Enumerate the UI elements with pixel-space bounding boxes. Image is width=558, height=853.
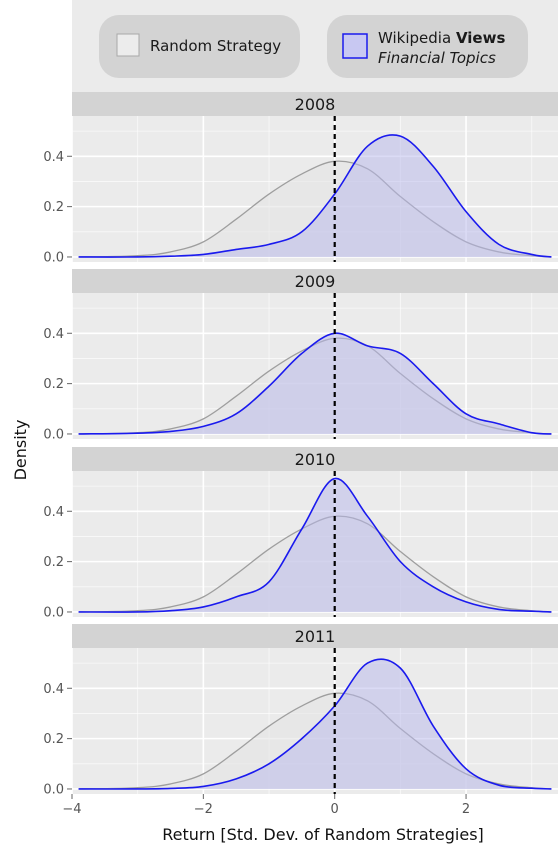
legend-label-wiki-line1: Wikipedia Views [378,29,505,47]
legend-label-random: Random Strategy [150,37,281,55]
legend-label-wiki-regular: Wikipedia [378,29,456,47]
x-tick-label: −4 [62,802,81,817]
facet-panels: 20080.00.20.420090.00.20.420100.00.20.42… [43,92,558,797]
legend-label-wiki-bold: Views [456,29,506,47]
y-tick-label: 0.2 [43,200,64,215]
y-tick-label: 0.4 [43,150,64,165]
panel-strip [72,447,558,471]
y-tick-label: 0.4 [43,682,64,697]
y-tick-label: 0.2 [43,555,64,570]
x-tick-label: 0 [331,802,339,817]
x-tick-label: 2 [462,802,470,817]
density-area-wiki [78,134,552,258]
legend-swatch-random [116,33,140,57]
density-area-wiki [78,333,552,434]
panel-strip [72,269,558,293]
density-line-wiki [78,134,552,258]
legend: Random Strategy Wikipedia Views Financia… [72,0,558,92]
density-area-wiki [78,478,552,613]
panel-strip [72,92,558,116]
panel-strip [72,624,558,648]
panel-2008: 2008 0.0 0.2 0.4 [43,92,558,265]
y-tick-label: 0.2 [43,732,64,747]
y-tick-label: 0.4 [43,505,64,520]
panel-title: 2011 [295,627,336,646]
y-axis-title: Density [11,420,30,481]
y-tick-label: 0.0 [43,250,64,265]
legend-item-random-box [99,15,300,78]
y-tick-label: 0.0 [43,427,64,442]
panel-title: 2010 [295,450,336,469]
legend-item-random: Random Strategy [99,15,300,78]
y-tick-label: 0.0 [43,605,64,620]
panel-title: 2009 [295,272,336,291]
legend-swatch-wiki [342,33,368,59]
x-axis-title: Return [Std. Dev. of Random Strategies] [162,825,484,844]
x-axis: −4 −2 0 2 [62,794,470,817]
density-line-wiki [78,477,552,613]
panel-title: 2008 [295,95,336,114]
legend-label-wiki-line2: Financial Topics [378,49,496,67]
x-tick-label: −2 [194,802,213,817]
y-tick-label: 0.2 [43,377,64,392]
legend-item-wiki-box [327,15,528,78]
density-area-wiki [78,659,552,790]
y-tick-label: 0.0 [43,782,64,797]
y-tick-label: 0.4 [43,327,64,342]
panel-2011: 2011 0.0 0.2 0.4 [43,624,558,797]
panel-2009: 2009 0.0 0.2 0.4 [43,269,558,442]
legend-item-wiki: Wikipedia Views Financial Topics [327,15,528,78]
panel-2010: 2010 0.0 0.2 0.4 [43,447,558,620]
